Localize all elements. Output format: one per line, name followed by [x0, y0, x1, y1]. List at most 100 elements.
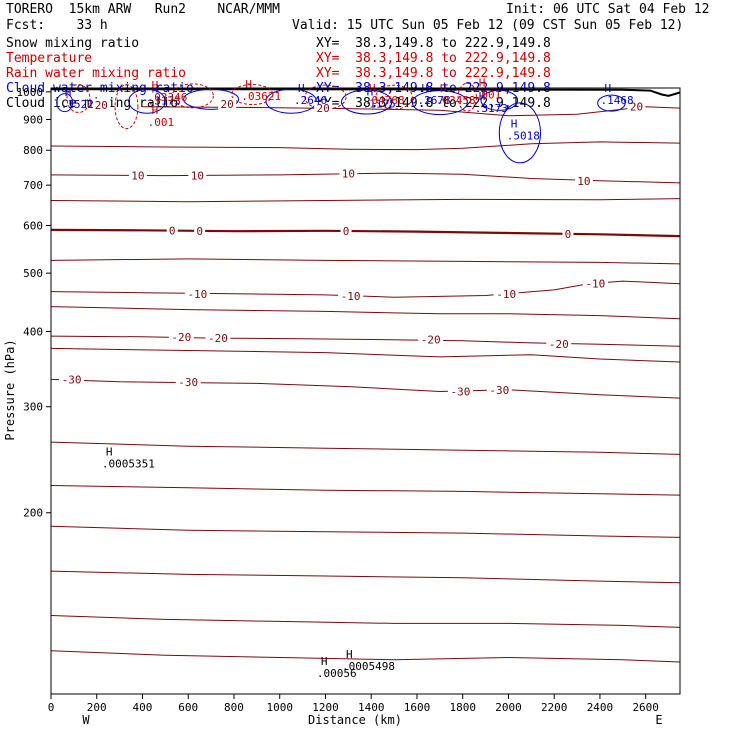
temperature-label: 20 — [630, 101, 643, 114]
header-model: TORERO 15km ARW Run2 NCAR/MMM — [6, 2, 280, 17]
extremum-marker: H — [65, 86, 72, 99]
rain-water-contour — [66, 84, 91, 114]
cloud-water-contour — [340, 89, 393, 115]
extremum-value: .00056 — [317, 667, 357, 680]
x-tick-label: 1600 — [404, 701, 431, 714]
temperature-label-bg — [175, 375, 201, 388]
extremum-value: .03621 — [241, 90, 281, 103]
extremum-marker: H — [152, 83, 159, 96]
west-label: W — [82, 713, 90, 727]
temperature-contour — [50, 198, 681, 203]
temperature-label-bg — [562, 227, 574, 240]
cloud-water-contour — [128, 88, 166, 114]
temperature-contour — [50, 525, 681, 538]
temperature-contour — [50, 378, 681, 399]
extremum-value: .0005498 — [342, 660, 395, 673]
microphysics-contours — [56, 82, 626, 164]
extremum-value: .3173 — [475, 102, 508, 115]
temperature-contour — [50, 485, 681, 496]
extremum-value: .03458 — [436, 94, 476, 107]
x-tick-label: 1800 — [449, 701, 476, 714]
temperature-label: -10 — [187, 288, 207, 301]
temperature-label-bg — [418, 333, 444, 346]
header-init: Init: 06 UTC Sat 04 Feb 12 — [506, 2, 710, 17]
temperature-label: 10 — [342, 167, 355, 180]
temperature-label: 10 — [191, 170, 204, 183]
x-tick-label: 400 — [133, 701, 153, 714]
x-tick-label: 2400 — [587, 701, 614, 714]
temperature-label-bg — [128, 169, 147, 182]
temperature-label: -20 — [171, 331, 191, 344]
extremum-marker: H — [245, 78, 252, 91]
temperature-contour — [50, 650, 681, 663]
extremum-value: .3173 — [148, 95, 181, 108]
extremum-value: .001 — [475, 88, 502, 101]
temperature-label-bg — [314, 102, 333, 115]
legend-xy-rain: XY= 38.3,149.8 to 222.9,149.8 — [316, 66, 551, 81]
legend-xy-snow: XY= 38.3,149.8 to 222.9,149.8 — [316, 36, 551, 51]
temperature-label: 20 — [317, 102, 330, 115]
temperature-label: -10 — [341, 290, 361, 303]
temperature-contour — [50, 141, 681, 151]
temperature-label-bg — [194, 224, 206, 237]
temperature-label: 10 — [131, 169, 144, 182]
temperature-label: -30 — [178, 376, 198, 389]
temperature-label: -30 — [489, 384, 509, 397]
x-tick-label: 2000 — [495, 701, 522, 714]
extremum-value: .0005351 — [102, 458, 155, 471]
cloud-water-contour — [498, 102, 541, 164]
temperature-label-bg — [59, 373, 85, 386]
terrain-line — [51, 88, 681, 97]
legend-label-rain: Rain water mixing ratio — [6, 66, 187, 81]
rain-water-contour — [231, 84, 274, 106]
temperature-label: 10 — [577, 175, 590, 188]
extremum-marker: H — [321, 655, 328, 668]
x-tick-label: 800 — [224, 701, 244, 714]
plot-frame — [50, 87, 681, 695]
legend-label-snow: Snow mixing ratio — [6, 36, 140, 51]
temperature-label-bg — [340, 224, 352, 237]
temperature-contour — [50, 570, 681, 584]
temperature-contour — [50, 441, 681, 455]
y-axis-title: Pressure (hPa) — [3, 339, 17, 440]
temperature-contours — [50, 88, 681, 663]
temperature-label-bg — [486, 383, 512, 396]
temperature-label: -30 — [62, 373, 82, 386]
x-tick-label: 600 — [178, 701, 198, 714]
temperature-label: 0 — [196, 225, 203, 238]
temperature-contour — [50, 306, 681, 320]
header-valid: Valid: 15 UTC Sun 05 Feb 12 (09 CST Sun … — [292, 18, 684, 33]
x-tick-label: 1000 — [266, 701, 293, 714]
temperature-label: -20 — [208, 332, 228, 345]
y-tick-label: 900 — [23, 113, 43, 126]
temperature-label-bg — [205, 332, 231, 345]
x-tick-label: 0 — [48, 701, 55, 714]
y-tick-label: 400 — [23, 325, 43, 338]
temperature-contour — [50, 615, 681, 628]
extremum-value: .03346 — [148, 91, 188, 104]
cloud-water-contour — [411, 90, 468, 116]
temperature-label: -10 — [496, 288, 516, 301]
extremum-marker: H — [511, 117, 518, 130]
rain-water-contour — [457, 82, 477, 112]
extremum-marker: H — [479, 90, 486, 103]
y-tick-label: 600 — [23, 219, 43, 232]
temperature-label: -10 — [585, 277, 605, 290]
extremum-value: .1522 — [61, 98, 94, 111]
x-tick-label: 200 — [87, 701, 107, 714]
x-tick-label: 2600 — [632, 701, 659, 714]
extremum-marker: H — [152, 79, 159, 92]
contour-labels: -30 -30 -30 -30 -20 -20 -20 -20 -10 -10 -10 -10 0 0 0 0… — [59, 76, 646, 680]
extremum-value: .1175 — [363, 97, 396, 110]
temperature-label-bg — [493, 287, 519, 300]
y-tick-label: 500 — [23, 267, 43, 280]
temperature-label: -30 — [450, 385, 470, 398]
x-tick-label: 1200 — [312, 701, 339, 714]
y-tick-label: 200 — [23, 507, 43, 520]
cloud-water-contour — [265, 88, 317, 114]
temperature-label-bg — [338, 290, 364, 303]
rain-water-contour — [114, 84, 139, 130]
temperature-label-bg — [184, 287, 210, 300]
temperature-label-bg — [582, 277, 608, 290]
